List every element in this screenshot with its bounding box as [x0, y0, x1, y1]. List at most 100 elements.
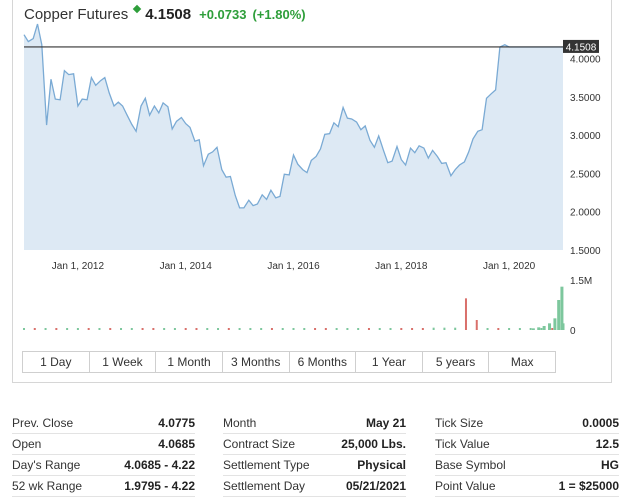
x-tick-label: Jan 1, 2020	[483, 261, 536, 272]
stats-value: 1 = $25000	[558, 479, 619, 493]
volume-bar	[141, 328, 144, 330]
stats-row: Open 4.0685	[12, 434, 195, 455]
volume-bar	[335, 328, 338, 330]
volume-bar	[346, 328, 349, 330]
stats-row: Day's Range 4.0685 - 4.22	[12, 455, 195, 476]
volume-bar	[260, 328, 263, 330]
volume-bar	[389, 328, 392, 330]
stats-value: May 21	[365, 416, 406, 430]
volume-max-label: 1.5M	[570, 276, 592, 287]
stats-label: Tick Size	[435, 416, 484, 430]
range-tab-6-months[interactable]: 6 Months	[289, 352, 357, 372]
volume-bar	[66, 328, 69, 330]
last-price: 4.1508	[145, 6, 192, 23]
volume-bar	[324, 328, 327, 330]
stats-label: Point Value	[435, 479, 496, 493]
price-line	[23, 23, 563, 209]
volume-bar	[98, 328, 101, 330]
volume-bar	[238, 328, 241, 330]
stats-value: 4.0685 - 4.22	[124, 458, 195, 472]
y-tick-label: 2.5000	[570, 169, 601, 180]
volume-bar	[537, 327, 541, 330]
volume-bar	[206, 328, 209, 330]
volume-bar	[195, 328, 198, 330]
stats-label: Contract Size	[223, 437, 296, 451]
range-tab-1-week[interactable]: 1 Week	[89, 352, 157, 372]
volume-bar	[553, 318, 557, 330]
volume-bar	[518, 328, 521, 330]
volume-bar	[497, 328, 500, 330]
volume-bar	[421, 328, 424, 330]
y-tick-label: 3.0000	[570, 131, 601, 142]
stats-value: 4.0775	[158, 416, 195, 430]
stats-value: 4.0685	[158, 437, 195, 451]
price-change: +0.0733	[199, 7, 247, 22]
stats-label: Settlement Type	[223, 458, 310, 472]
x-tick-label: Jan 1, 2014	[160, 261, 213, 272]
volume-bar	[551, 328, 554, 330]
volume-bar	[87, 328, 90, 330]
stats-column: Prev. Close 4.0775 Open 4.0685 Day's Range 4.…	[12, 413, 195, 497]
quote-header: Copper Futures 4.1508 +0.0733 (+1.80%)	[24, 4, 312, 28]
volume-bar	[411, 328, 414, 330]
stats-value: 0.0005	[582, 416, 619, 430]
stats-value: 05/21/2021	[345, 479, 406, 493]
stats-label: Prev. Close	[12, 416, 74, 430]
volume-bar	[400, 328, 403, 330]
volume-bar	[443, 327, 446, 330]
volume-bar	[508, 328, 511, 330]
price-chart[interactable]: Investing.com4.15084.00003.50003.00002.5…	[0, 0, 624, 350]
volume-bar	[548, 323, 552, 330]
stats-label: Tick Value	[435, 437, 490, 451]
stats-label: Settlement Day	[223, 479, 306, 493]
stats-row: Settlement Type Physical	[223, 455, 406, 476]
price-change-percent: (+1.80%)	[252, 7, 306, 22]
stats-label: Base Symbol	[435, 458, 506, 472]
stats-value: 25,000 Lbs.	[341, 437, 406, 451]
stats-column: Tick Size 0.0005 Tick Value 12.5 Base Symbol…	[435, 413, 619, 497]
volume-bar	[76, 328, 79, 330]
stats-row: Base Symbol HG	[435, 455, 619, 476]
volume-bar	[542, 326, 546, 330]
volume-bar	[281, 328, 284, 330]
volume-bar	[531, 328, 535, 330]
y-tick-label: 2.0000	[570, 208, 601, 219]
volume-bar	[152, 328, 155, 330]
range-tab-3-months[interactable]: 3 Months	[222, 352, 290, 372]
stats-value: 12.5	[595, 437, 619, 451]
stats-label: Month	[223, 416, 257, 430]
last-price-tag-label: 4.1508	[566, 42, 597, 53]
volume-bar	[454, 327, 457, 330]
volume-bar	[270, 328, 273, 330]
range-tab-5-years[interactable]: 5 years	[422, 352, 490, 372]
range-tab-1-year[interactable]: 1 Year	[356, 352, 423, 372]
volume-bar	[184, 328, 187, 330]
y-tick-label: 3.5000	[570, 93, 601, 104]
volume-bar	[23, 328, 25, 330]
range-tab-max[interactable]: Max	[489, 352, 555, 372]
stats-column: Month May 21 Contract Size 25,000 Lbs. Settl…	[223, 413, 406, 497]
x-tick-label: Jan 1, 2012	[52, 261, 105, 272]
volume-bar	[163, 328, 166, 330]
volume-bar	[529, 328, 532, 330]
instrument-name: Copper Futures	[24, 6, 129, 23]
stats-value: HG	[601, 458, 619, 472]
volume-bar	[561, 323, 565, 330]
volume-bar	[217, 328, 220, 330]
volume-bar	[303, 328, 306, 330]
stats-row: Settlement Day 05/21/2021	[223, 476, 406, 497]
stats-row: Month May 21	[223, 413, 406, 434]
volume-bar	[227, 328, 230, 330]
stats-label: 52 wk Range	[12, 479, 83, 493]
volume-zero-label: 0	[570, 326, 576, 337]
range-tab-1-day[interactable]: 1 Day	[23, 352, 90, 372]
stats-row: Tick Value 12.5	[435, 434, 619, 455]
stats-row: 52 wk Range 1.9795 - 4.22	[12, 476, 195, 497]
range-tabs: 1 Day 1 Week 1 Month 3 Months 6 Months 1 Year…	[22, 351, 556, 373]
volume-bar	[464, 298, 467, 330]
volume-bar	[130, 328, 133, 330]
stats-label: Open	[12, 437, 42, 451]
stats-label: Day's Range	[12, 458, 81, 472]
range-tab-1-month[interactable]: 1 Month	[156, 352, 223, 372]
y-tick-label: 4.0000	[570, 54, 601, 65]
